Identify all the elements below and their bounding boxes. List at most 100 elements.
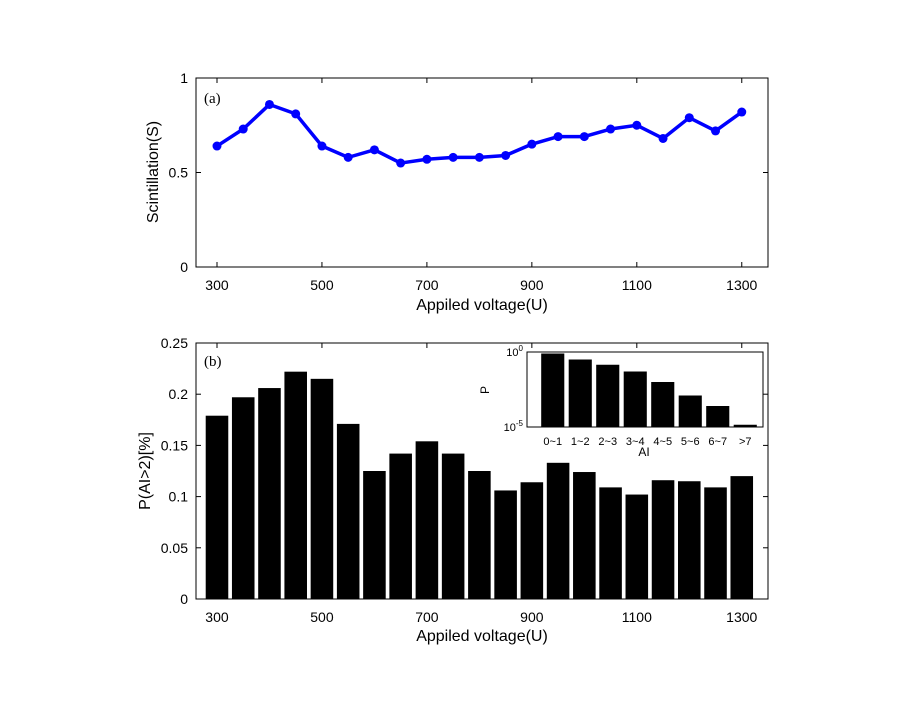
bar <box>468 471 491 599</box>
inset-x-tick-label: 4~5 <box>653 436 672 448</box>
bar <box>651 480 675 599</box>
inset-bar <box>541 353 565 427</box>
x-tick-label: 500 <box>310 609 334 625</box>
inset-x-tick-label: >7 <box>739 436 752 448</box>
inset-x-tick-label: 2~3 <box>598 436 617 448</box>
inset-bar <box>596 364 620 427</box>
data-point <box>658 133 668 143</box>
inset-x-tick-label: 6~7 <box>708 436 727 448</box>
panel-a-y-axis-label: Scintillation(S) <box>145 121 162 223</box>
x-tick-label: 700 <box>415 609 439 625</box>
panel-a-frame <box>195 77 769 268</box>
panel-a-x-axis-label: Appiled voltage(U) <box>416 297 548 314</box>
data-point <box>264 99 274 109</box>
data-point <box>317 141 327 151</box>
series-points <box>212 99 747 168</box>
data-point <box>684 113 694 123</box>
panel-a-label: (a) <box>204 91 221 107</box>
data-point <box>474 152 484 162</box>
inset-x-tick-label: 1~2 <box>571 436 590 448</box>
y-tick-label: 0.25 <box>161 335 188 351</box>
bar <box>599 487 622 599</box>
y-tick-label: 0.2 <box>169 386 189 402</box>
bar <box>258 388 281 599</box>
panel-b-bars <box>205 371 754 599</box>
bar <box>231 397 255 599</box>
inset-bar <box>678 395 702 427</box>
inset-x-tick-label: 3~4 <box>626 436 645 448</box>
inset-ticks: 0~1 1~2 2~3 3~4 4~5 5~6 6~7 >7 100 10-5 <box>504 344 752 448</box>
inset-bar <box>568 359 592 427</box>
bar <box>625 494 649 599</box>
x-tick-label: 1100 <box>622 277 652 293</box>
x-tick-label: 900 <box>520 609 544 625</box>
y-tick-label: 1 <box>180 70 188 86</box>
data-point <box>343 152 353 162</box>
x-tick-label: 500 <box>310 277 334 293</box>
y-tick-label: 0.1 <box>169 489 189 505</box>
inset-x-axis-label: AI <box>638 445 649 459</box>
inset-bars <box>541 353 757 427</box>
x-tick-label: 1100 <box>622 609 652 625</box>
y-tick-label: 0.5 <box>169 165 189 181</box>
inset-y-tick-label: 10-5 <box>504 419 524 434</box>
bar <box>704 487 727 599</box>
inset-bar <box>651 382 675 427</box>
data-point <box>291 109 301 119</box>
inset-y-tick-label: 100 <box>506 344 523 359</box>
bar <box>336 423 360 599</box>
bar <box>284 371 307 599</box>
panel-b-frame <box>195 342 769 600</box>
x-tick-label: 1300 <box>726 277 757 293</box>
data-point <box>396 158 406 168</box>
x-tick-label: 1300 <box>726 609 757 625</box>
data-point <box>422 154 432 164</box>
y-tick-label: 0 <box>180 591 188 607</box>
x-tick-label: 700 <box>415 277 439 293</box>
data-point <box>711 126 721 136</box>
data-point <box>737 107 747 117</box>
data-point <box>632 120 642 130</box>
bar <box>730 476 754 599</box>
bar <box>205 415 229 599</box>
bar <box>520 482 544 599</box>
bar <box>389 453 412 599</box>
bar <box>494 490 517 599</box>
bar <box>415 441 439 599</box>
x-tick-label: 300 <box>205 277 229 293</box>
x-tick-label: 900 <box>520 277 544 293</box>
inset-bar <box>733 424 757 427</box>
panel-b-label: (b) <box>204 354 222 370</box>
y-tick-label: 0 <box>180 259 188 275</box>
data-point <box>553 132 563 142</box>
data-point <box>369 145 379 155</box>
panel-b: 300 500 700 900 1100 130000.050.10.150.20.25 … <box>137 335 769 645</box>
data-point <box>606 124 616 134</box>
bar <box>546 462 570 599</box>
data-point <box>238 124 248 134</box>
data-point <box>448 152 458 162</box>
inset-chart: 0~1 1~2 2~3 3~4 4~5 5~6 6~7 >7 100 10-5 AI P <box>478 344 764 459</box>
bar <box>363 471 386 599</box>
bar <box>678 481 701 599</box>
data-point <box>579 132 589 142</box>
bar <box>573 472 596 599</box>
panel-a: 300 500 700 900 1100 1300 0 0.5 1 (a) Appiled vo… <box>145 70 769 314</box>
panel-b-ticks: 300 500 700 900 1100 1300 0 0.05 0.1 0.15 0.2 0.25 <box>161 335 768 625</box>
inset-bar <box>623 371 647 427</box>
data-point <box>501 150 511 160</box>
inset-x-tick-label: 0~1 <box>543 436 562 448</box>
inset-bar <box>706 406 730 427</box>
bar <box>441 453 465 599</box>
data-point <box>527 139 537 149</box>
panel-b-y-axis-label: P(AI>2)[%] <box>137 432 154 510</box>
y-tick-label: 0.15 <box>161 437 188 453</box>
y-tick-label: 0.05 <box>161 540 188 556</box>
inset-x-tick-label: 5~6 <box>681 436 700 448</box>
x-tick-label: 300 <box>205 609 229 625</box>
inset-y-axis-label: P <box>478 386 492 394</box>
data-point <box>212 141 222 151</box>
inset-frame <box>526 351 764 428</box>
